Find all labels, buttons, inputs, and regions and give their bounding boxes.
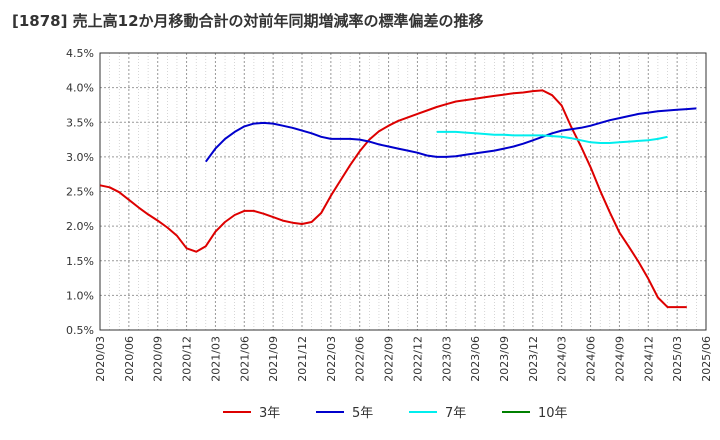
legend-label-3: 7年 — [445, 406, 466, 421]
y-tick-label: 4.5% — [66, 47, 94, 60]
x-tick-label: 2020/06 — [123, 336, 136, 382]
legend-label-2: 5年 — [352, 406, 373, 421]
x-tick-label: 2024/09 — [613, 336, 626, 382]
x-tick-label: 2021/09 — [267, 336, 280, 382]
x-tick-label: 2022/03 — [325, 336, 338, 382]
x-tick-label: 2024/12 — [642, 336, 655, 382]
chart-title: [1878] 売上高12か月移動合計の対前年同期増減率の標準偏差の推移 — [12, 12, 484, 30]
x-tick-label: 2023/03 — [440, 336, 453, 382]
x-tick-label: 2022/12 — [411, 336, 424, 382]
y-tick-label: 2.5% — [66, 186, 94, 199]
x-tick-label: 2025/03 — [671, 336, 684, 382]
plot-border — [99, 52, 707, 331]
x-tick-label: 2023/12 — [527, 336, 540, 382]
x-tick-label: 2021/06 — [238, 336, 251, 382]
x-tick-label: 2023/09 — [498, 336, 511, 382]
series-line-1 — [99, 89, 687, 309]
x-tick-label: 2022/06 — [354, 336, 367, 382]
series-line-2 — [204, 107, 697, 163]
x-tick-label: 2023/06 — [469, 336, 482, 382]
y-tick-label: 0.5% — [66, 324, 94, 337]
x-tick-label: 2021/03 — [209, 336, 222, 382]
legend-label-4: 10年 — [538, 406, 568, 421]
y-tick-label: 3.5% — [66, 116, 94, 129]
x-tick-label: 2025/06 — [700, 336, 713, 382]
y-tick-label: 2.0% — [66, 220, 94, 233]
y-tick-label: 1.0% — [66, 289, 94, 302]
y-tick-label: 1.5% — [66, 255, 94, 268]
legend-label-1: 3年 — [259, 406, 280, 421]
x-tick-label: 2022/09 — [383, 336, 396, 382]
y-tick-label: 4.0% — [66, 82, 94, 95]
x-tick-label: 2024/03 — [556, 336, 569, 382]
x-tick-label: 2020/03 — [94, 336, 107, 382]
plot-area — [100, 53, 706, 330]
series-line-3 — [436, 130, 668, 144]
y-tick-label: 3.0% — [66, 151, 94, 164]
x-tick-label: 2020/12 — [181, 336, 194, 382]
x-tick-label: 2024/06 — [585, 336, 598, 382]
x-tick-label: 2020/09 — [152, 336, 165, 382]
x-tick-label: 2021/12 — [296, 336, 309, 382]
